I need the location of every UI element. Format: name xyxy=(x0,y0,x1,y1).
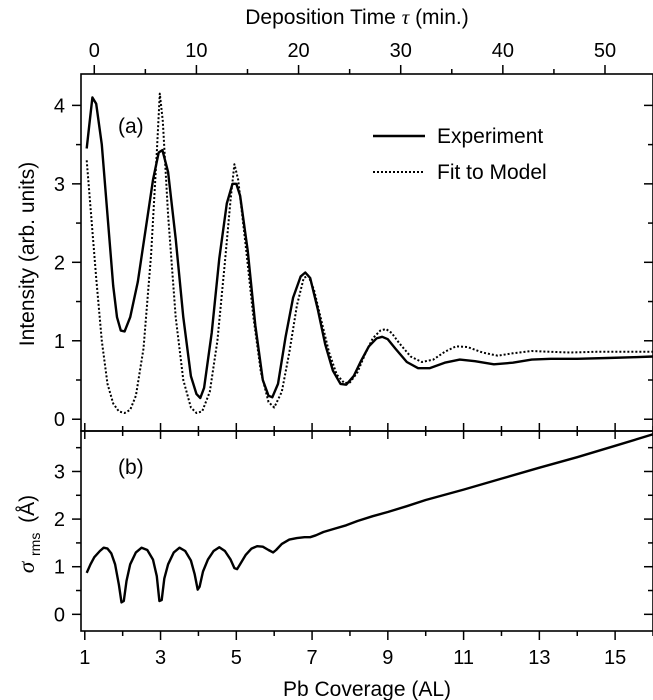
top-axis-title: Deposition Time τ (min.) xyxy=(245,5,468,29)
x-tick-label: 3 xyxy=(155,647,166,669)
y-axis-title-b-symbol: σ xyxy=(14,560,39,573)
y-axis-title-b-sub: rms xyxy=(27,533,43,556)
top-axis-title-symbol: τ xyxy=(402,5,411,29)
panel-a-frame xyxy=(80,73,653,432)
top-tick-label: 30 xyxy=(390,40,412,62)
x-tick-label: 15 xyxy=(604,647,626,669)
top-tick-label: 10 xyxy=(185,40,207,62)
legend: Experiment Fit to Model xyxy=(373,125,547,184)
y-tick-label-b: 1 xyxy=(54,557,65,579)
y-tick-label-a: 4 xyxy=(54,95,65,117)
panel-b-frame xyxy=(80,430,653,632)
x-tick-label: 9 xyxy=(382,647,393,669)
y-tick-label-a: 0 xyxy=(54,409,65,431)
series-fit-to-model-line xyxy=(85,92,653,414)
y-axis-title-b-unit: (Å) xyxy=(16,495,39,523)
x-tick-label: 11 xyxy=(453,647,474,669)
y-tick-label-a: 2 xyxy=(54,252,65,274)
y-axis-title-a: Intensity (arb. units) xyxy=(16,162,39,346)
y-tick-label-b: 2 xyxy=(54,509,65,531)
tick-marks xyxy=(72,65,653,640)
x-tick-label: 13 xyxy=(528,647,550,669)
x-tick-label: 1 xyxy=(79,647,90,669)
panel-label-b: (b) xyxy=(118,456,144,479)
legend-label-experiment: Experiment xyxy=(437,125,543,148)
x-tick-label: 5 xyxy=(231,647,242,669)
x-tick-label: 7 xyxy=(307,647,318,669)
x-axis-title: Pb Coverage (AL) xyxy=(283,678,451,700)
panel-label-a: (a) xyxy=(118,115,144,138)
top-tick-label: 0 xyxy=(89,40,100,62)
series-sigma-rms-line xyxy=(85,433,653,604)
y-tick-label-b: 0 xyxy=(54,604,65,626)
y-axis-title-b: σ rms (Å) xyxy=(14,495,45,573)
top-tick-label: 50 xyxy=(594,40,616,62)
top-axis-title-suffix: (min.) xyxy=(415,6,469,29)
y-tick-label-a: 3 xyxy=(54,174,65,196)
legend-label-fit: Fit to Model xyxy=(437,161,547,184)
y-tick-label-a: 1 xyxy=(54,331,65,353)
y-tick-label-b: 3 xyxy=(54,461,65,483)
top-tick-label: 40 xyxy=(492,40,514,62)
top-axis-title-prefix: Deposition Time xyxy=(245,6,396,29)
data-series xyxy=(85,92,653,604)
top-tick-label: 20 xyxy=(287,40,309,62)
series-experiment-line xyxy=(85,96,653,400)
